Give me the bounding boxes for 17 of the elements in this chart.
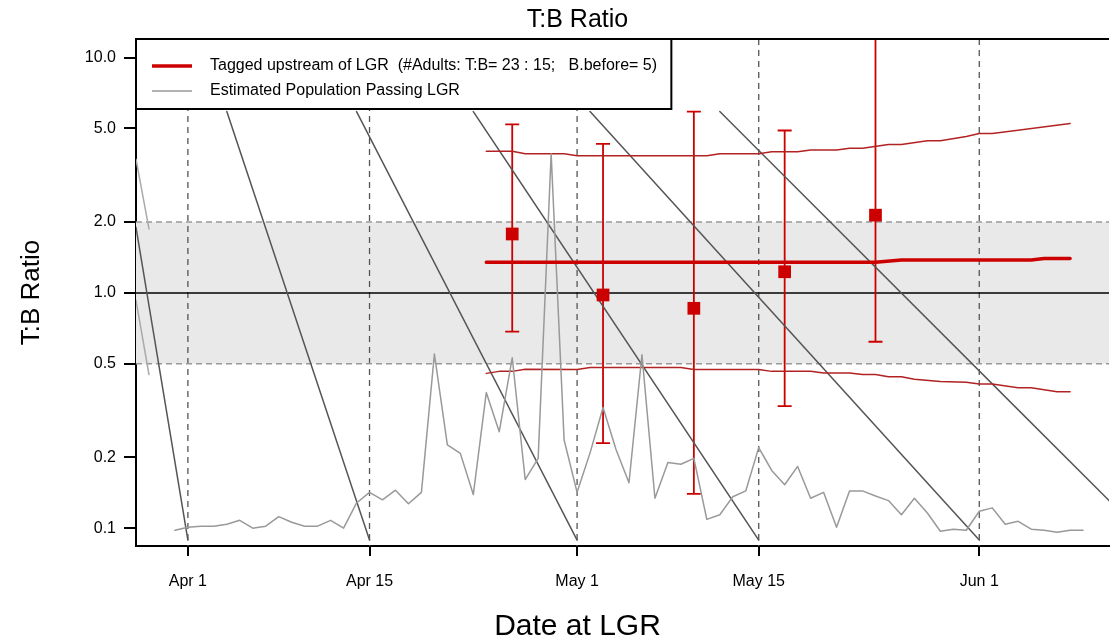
y-axis-title: T:B Ratio [15,239,46,346]
x-tick-label: May 15 [732,572,786,590]
y-tick-label: 5.0 [93,118,117,136]
legend-label: Tagged upstream of LGR (#Adults: T:B= 23 : 15; B.before= 5) [210,56,658,74]
chart-title: T:B Ratio [526,3,629,32]
x-axis-title: Date at LGR [494,608,661,642]
y-tick-label: 0.1 [93,518,117,536]
y-tick-label: 0.2 [93,447,117,465]
y-tick-label: 2.0 [93,212,117,230]
legend-label: Estimated Population Passing LGR [210,81,460,99]
x-tick-label: Apr 15 [345,572,394,590]
y-tick-label: 0.5 [93,354,117,372]
x-tick-label: Jun 1 [959,572,999,590]
y-tick-label: 1.0 [93,283,117,301]
x-tick-label: May 1 [555,572,599,590]
y-tick-label: 10.0 [84,48,117,66]
x-tick-label: Apr 1 [168,572,208,590]
